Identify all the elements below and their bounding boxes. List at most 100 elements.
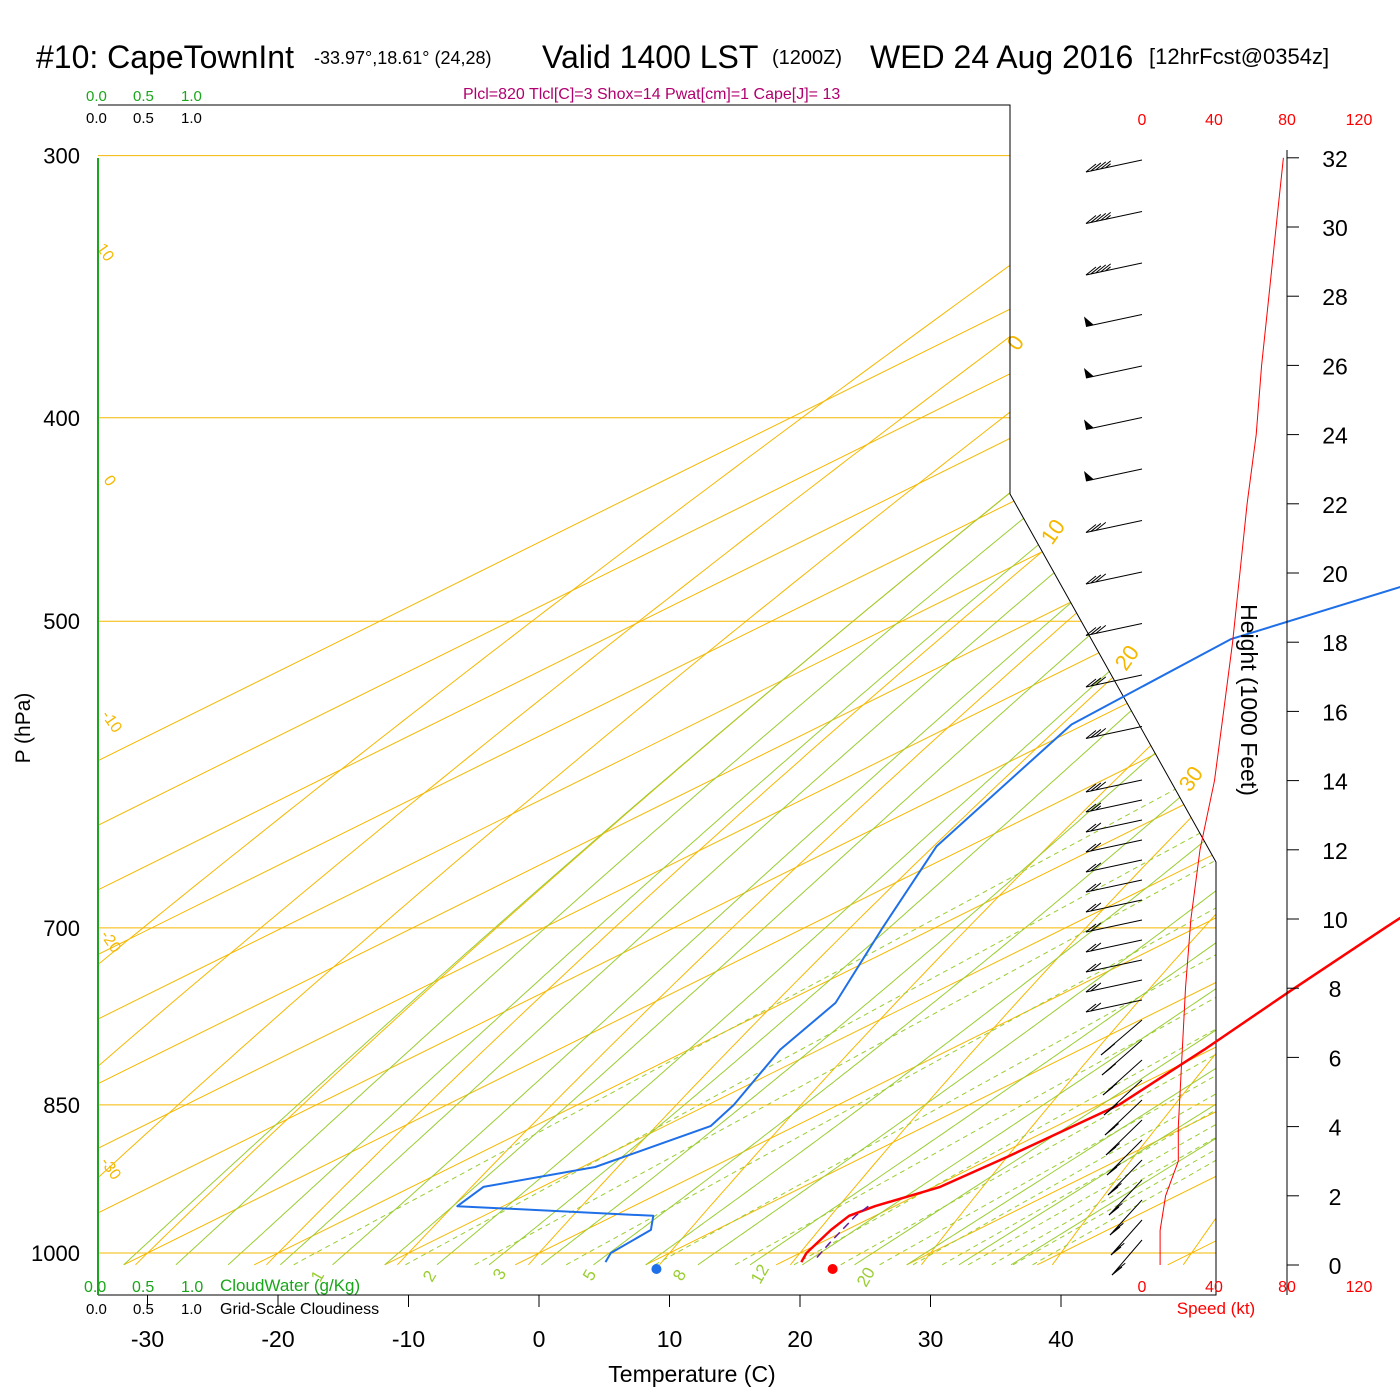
station-title: #10: CapeTownInt bbox=[36, 39, 294, 75]
wind-barb-half-flag bbox=[1105, 163, 1111, 169]
wind-barb-flag bbox=[1085, 983, 1097, 993]
wind-barb bbox=[1084, 365, 1143, 379]
moist-adiabat-line bbox=[384, 105, 1216, 1266]
moist-adiabat-line bbox=[488, 105, 1216, 1266]
wind-barb-shaft bbox=[1085, 979, 1143, 993]
wind-barb-flag bbox=[1095, 676, 1107, 686]
height-tick-label: 14 bbox=[1322, 769, 1348, 795]
wind-barb-flag bbox=[1095, 213, 1107, 222]
wind-barb-flag bbox=[1090, 782, 1102, 792]
wind-barb-flag bbox=[1109, 1143, 1120, 1152]
x-axis-title: Temperature (C) bbox=[608, 1361, 775, 1387]
wind-barb-flag bbox=[1111, 1266, 1123, 1276]
height-tick-label: 30 bbox=[1322, 215, 1348, 241]
wind-barb-flag bbox=[1106, 1083, 1118, 1093]
height-tick-label: 32 bbox=[1322, 146, 1348, 172]
height-tick-label: 6 bbox=[1329, 1045, 1342, 1071]
wind-barb-flag bbox=[1110, 1163, 1121, 1172]
isotherm-line bbox=[98, 105, 1216, 1266]
temperature-tick-label: 40 bbox=[1048, 1326, 1074, 1352]
mixing-ratio-label: 3 bbox=[489, 1265, 510, 1283]
cloudiness-label: Grid-Scale Cloudiness bbox=[220, 1301, 379, 1318]
wind-barb-flag bbox=[1085, 963, 1097, 973]
wind-barb-flag bbox=[1095, 522, 1107, 531]
isotherm-label: 10 bbox=[93, 241, 117, 265]
height-tick-label: 10 bbox=[1322, 907, 1348, 933]
pressure-tick-label: 700 bbox=[43, 916, 80, 941]
wind-barb-flag bbox=[1085, 163, 1097, 173]
temperature-line bbox=[800, 916, 1400, 1263]
height-tick-label: 24 bbox=[1322, 423, 1348, 449]
station-coords: -33.97°,18.61° (24,28) bbox=[314, 48, 492, 68]
wind-barb-flag bbox=[1085, 524, 1097, 533]
valid-zulu: (1200Z) bbox=[772, 47, 842, 69]
cloudiness-tick-top-0: 0.0 bbox=[86, 110, 107, 127]
pressure-tick-label: 500 bbox=[43, 609, 80, 634]
wind-barb-shaft bbox=[1085, 211, 1143, 224]
mixing-ratio-label: 5 bbox=[579, 1266, 600, 1284]
wind-barb-flag bbox=[1090, 214, 1102, 223]
wind-barb bbox=[1101, 1039, 1143, 1076]
wind-barb bbox=[1085, 674, 1143, 688]
wind-barb bbox=[1085, 623, 1143, 636]
moist-adiabat-line bbox=[123, 105, 1216, 1266]
wind-barb-flag bbox=[1095, 781, 1107, 791]
valid-date: WED 24 Aug 2016 bbox=[870, 39, 1133, 75]
mixing-ratio-line bbox=[474, 424, 1216, 1266]
wind-barb bbox=[1109, 1199, 1143, 1236]
pressure-tick-label: 400 bbox=[43, 406, 80, 431]
wind-barb-shaft bbox=[1085, 159, 1143, 173]
wind-barb-flag bbox=[1090, 962, 1102, 972]
moist-adiabat-line bbox=[906, 105, 1216, 1266]
isotherm-line bbox=[1298, 0, 1400, 1265]
dry-adiabat-line bbox=[921, 105, 1216, 1266]
wind-barb-shaft bbox=[1085, 417, 1143, 430]
wind-barb bbox=[1085, 799, 1143, 813]
wind-barb-flag bbox=[1108, 1123, 1119, 1132]
wind-barb-shaft bbox=[1085, 879, 1143, 893]
wind-barb bbox=[1084, 468, 1143, 482]
wind-barb-flag bbox=[1090, 729, 1102, 738]
wind-barb-flag bbox=[1085, 943, 1097, 953]
height-tick-label: 2 bbox=[1329, 1184, 1342, 1210]
wind-barb-flag bbox=[1085, 843, 1097, 853]
wind-barb-flag bbox=[1107, 1103, 1118, 1113]
cloud-water-tick-bottom-2: 1.0 bbox=[181, 1279, 203, 1296]
wind-barb-flag bbox=[1090, 842, 1102, 852]
wind-barb-shaft bbox=[1085, 999, 1143, 1013]
isotherm-label: -10 bbox=[98, 708, 125, 737]
moist-adiabat-line bbox=[697, 105, 1216, 1266]
wind-barb bbox=[1110, 1219, 1143, 1256]
cloud-water-tick-top-0: 0.0 bbox=[86, 88, 107, 105]
height-tick-label: 8 bbox=[1329, 976, 1342, 1002]
dry-adiabat-line bbox=[790, 105, 1216, 1266]
wind-barb-flag bbox=[1085, 903, 1097, 913]
speed-tick-top-0: 0 bbox=[1138, 112, 1147, 129]
wind-barb bbox=[1085, 839, 1143, 853]
wind-barb-flag bbox=[1085, 730, 1097, 739]
sounding-indices: Plcl=820 Tlcl[C]=3 Shox=14 Pwat[cm]=1 Ca… bbox=[463, 86, 840, 103]
wind-barb bbox=[1085, 899, 1143, 913]
wind-barb-flag bbox=[1090, 942, 1102, 952]
pressure-tick-label: 300 bbox=[43, 144, 80, 169]
dry-adiabat-line bbox=[98, 105, 1216, 1266]
dry-adiabat-line bbox=[98, 105, 1216, 1266]
wind-barb-flag bbox=[1090, 162, 1102, 172]
moist-adiabat-line bbox=[854, 105, 1216, 1266]
axes: 2503004005007008501000-30-20-10010203040… bbox=[31, 0, 1348, 1352]
wind-barb-flag bbox=[1085, 823, 1097, 833]
wind-barb-flag bbox=[1090, 677, 1102, 687]
wind-barb-flag bbox=[1109, 1226, 1121, 1236]
wind-barb-half-flag bbox=[1105, 266, 1111, 272]
wind-barb-flag bbox=[1105, 1063, 1117, 1073]
moist-adiabat-line bbox=[227, 105, 1216, 1266]
wind-barb-flag bbox=[1090, 265, 1102, 275]
temperature-tick-label: 30 bbox=[918, 1326, 944, 1352]
mixing-ratio-line bbox=[793, 424, 1216, 1266]
isotherm-line bbox=[123, 105, 1216, 1266]
wind-barb-shaft bbox=[1085, 365, 1143, 379]
wind-barb-flag bbox=[1114, 1242, 1125, 1252]
isotherm-line bbox=[514, 105, 1216, 1266]
cloud-water-tick-top-1: 0.5 bbox=[133, 88, 154, 105]
